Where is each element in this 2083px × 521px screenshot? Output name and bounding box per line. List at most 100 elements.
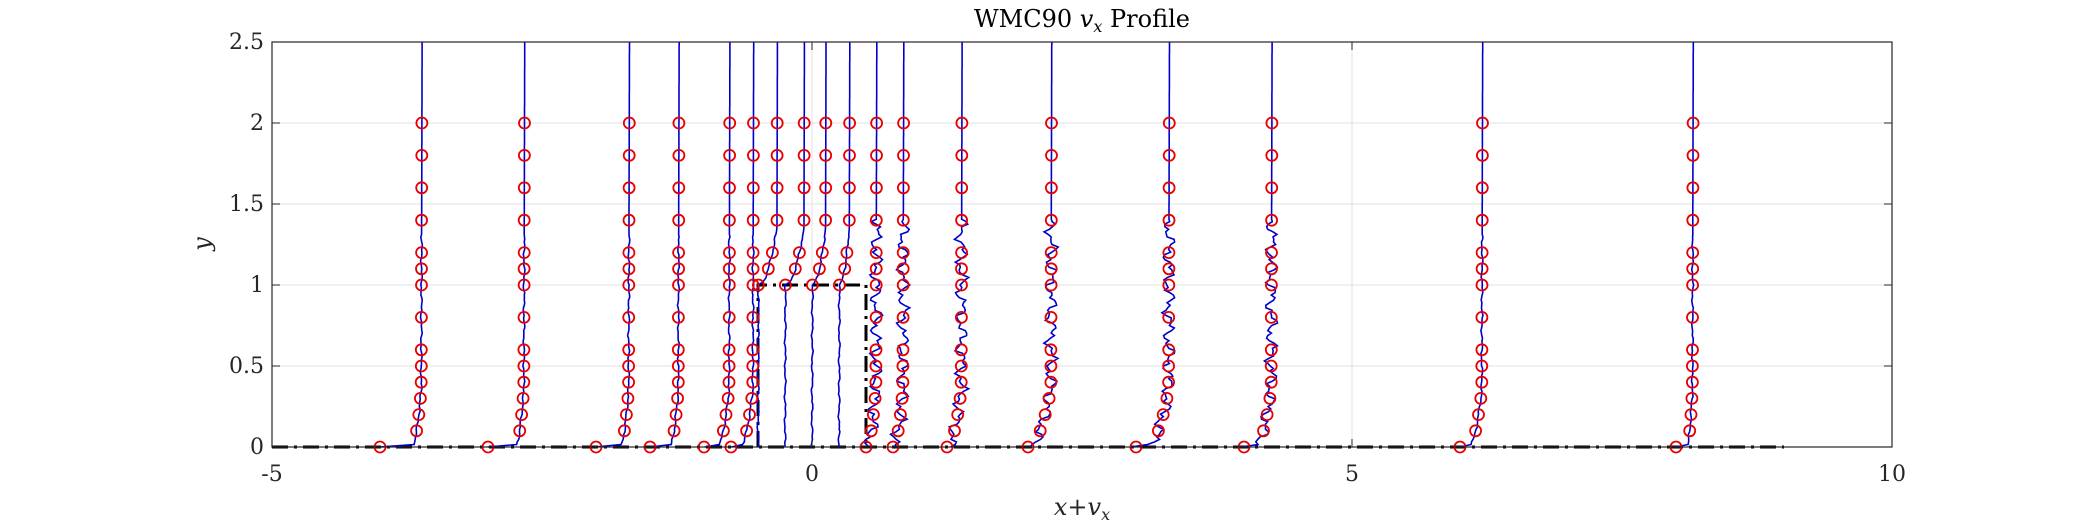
experiment-marker [1685,391,1699,405]
x-axis-label: x+vx [1054,493,1110,521]
y-axis-label: y [188,237,216,252]
experiment-marker [1476,148,1489,162]
experiment-marker [518,148,531,162]
experiment-marker [896,310,910,324]
y-tick-label: 0.5 [229,354,264,379]
experiment-marker [843,116,856,130]
experiment-marker [819,181,833,195]
experiment-marker [414,310,428,324]
experiment-marker [954,343,968,357]
experiment-marker [840,246,854,260]
experiment-marker [671,343,685,357]
simulation-profile-line [1130,42,1176,448]
title-subscript: x [1093,17,1102,36]
experiment-marker [622,116,636,130]
experiment-marker [517,343,531,357]
x-axis-label-sub: x [1101,505,1110,521]
experiment-marker [797,148,811,162]
experiment-marker [1686,181,1700,195]
experiment-marker [1686,246,1700,260]
experiment-marker [869,310,883,324]
experiment-marker [779,278,792,292]
experiment-marker [948,424,961,438]
experiment-marker [955,148,969,162]
experiment-marker [813,262,826,276]
experiment-marker [788,262,802,276]
experiment-marker [415,262,428,276]
experiment-marker [868,391,882,405]
experiment-marker [722,310,736,324]
experiment-marker [672,116,686,130]
experiment-marker [1044,213,1058,227]
experiment-marker [1162,359,1175,373]
experiment-marker [1475,375,1489,389]
experiment-marker [740,424,753,438]
experiment-marker [1162,262,1176,276]
experiment-marker [672,262,685,276]
experiment-marker [1162,343,1176,357]
experiment-marker [746,246,760,260]
experiment-marker [1264,310,1278,324]
experiment-marker [797,213,811,227]
experiment-marker [819,213,832,227]
experiment-marker [869,375,883,389]
experiment-marker [723,213,736,227]
experiment-marker [622,310,636,324]
experiment-marker [955,310,968,324]
axes-box [271,41,1893,448]
experiment-marker [414,343,428,357]
experiment-marker [1265,213,1278,227]
experiment-marker [517,213,531,227]
experiment-marker [953,391,967,405]
experiment-marker [869,343,883,357]
experiment-marker [1044,246,1058,260]
experiment-marker [717,424,730,438]
experiment-marker [869,359,883,373]
experiment-marker [722,359,736,373]
experiment-marker [1475,278,1489,292]
simulation-profile-line [783,42,806,448]
experiment-marker [793,246,806,260]
experiment-marker [1686,343,1699,357]
experiment-marker [1045,116,1058,130]
experiment-marker [797,116,811,130]
experiment-marker [896,343,910,357]
experiment-marker [1686,213,1700,227]
experiment-marker [1257,424,1270,438]
experiment-marker [1044,359,1058,373]
experiment-marker [1265,246,1278,260]
experiment-marker [745,391,759,405]
experiment-marker [622,181,636,195]
experiment-marker [746,213,760,227]
experiment-marker [1265,262,1278,276]
experiment-marker [516,391,530,405]
experiment-marker [1686,262,1700,276]
experiment-marker [671,359,685,373]
simulation-profile-line [704,42,732,448]
experiment-marker [723,148,736,162]
experiment-marker [896,213,910,227]
experiment-marker [410,424,424,438]
simulation-profile-line [810,42,827,448]
experiment-marker [515,408,528,422]
simulation-profile-line [731,42,755,448]
experiment-marker [1045,148,1058,162]
title-suffix: Profile [1102,5,1190,33]
experiment-marker [622,359,635,373]
simulation-profile-line [1460,42,1484,448]
experiment-marker [843,181,856,195]
experiment-marker [1265,148,1279,162]
experiment-marker [722,375,736,389]
experiment-marker [1475,181,1489,195]
experiment-marker [1160,391,1174,405]
experiment-marker [819,148,833,162]
experiment-marker [1162,213,1176,227]
experiment-marker [672,148,686,162]
experiment-marker [1475,262,1489,276]
experiment-marker [517,262,531,276]
experiment-marker [954,375,968,389]
experiment-marker [415,213,429,227]
experiment-marker [897,148,910,162]
experiment-marker [669,408,683,422]
